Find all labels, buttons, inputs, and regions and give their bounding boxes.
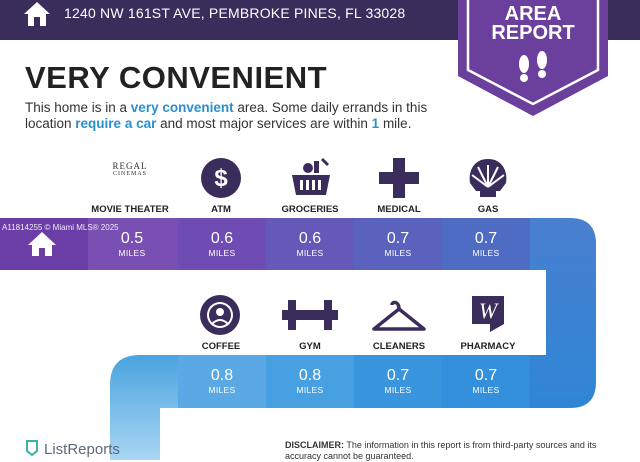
basket-icon	[292, 157, 330, 195]
walgreens-icon: W	[472, 296, 504, 332]
home-icon	[24, 2, 50, 26]
label-pharmacy: PHARMACY	[460, 341, 516, 352]
svg-text:$: $	[214, 165, 228, 192]
label-gas: GAS	[477, 204, 499, 215]
label-movie-theater: MOVIE THEATER	[91, 204, 169, 215]
regal-cinemas-logo: REGAL CINEMAS	[112, 161, 148, 178]
distance-pharmacy: 0.7 MILES	[472, 367, 500, 395]
distance-coffee: 0.8 MILES	[208, 367, 236, 395]
distance-movie-theater: 0.5 MILES	[118, 230, 146, 258]
label-medical: MEDICAL	[377, 204, 421, 215]
listreports-logo-icon	[26, 440, 38, 457]
band-home-icon	[28, 232, 56, 256]
label-cleaners: CLEANERS	[372, 341, 426, 352]
footprints-icon	[519, 51, 547, 82]
label-gym: GYM	[299, 341, 321, 352]
address-text: 1240 NW 161ST AVE, PEMBROKE PINES, FL 33…	[64, 5, 406, 21]
hanger-icon	[372, 300, 426, 331]
disclaimer-text: DISCLAIMER: The information in this repo…	[285, 440, 597, 461]
distance-cleaners: 0.7 MILES	[384, 367, 412, 395]
page-title: VERY CONVENIENT	[25, 60, 328, 95]
listreports-logo: ListReports	[24, 440, 120, 458]
mls-watermark: A11814255 © Miami MLS® 2025	[2, 223, 119, 232]
distance-atm: 0.6 MILES	[208, 230, 236, 258]
distance-medical: 0.7 MILES	[384, 230, 412, 258]
distance-gym: 0.8 MILES	[296, 367, 324, 395]
distance-gas: 0.7 MILES	[472, 230, 500, 258]
label-coffee: COFFEE	[201, 341, 241, 352]
label-groceries: GROCERIES	[281, 204, 339, 215]
description-text: This home is in a very convenient area. …	[25, 100, 428, 131]
svg-text:W: W	[479, 298, 499, 323]
badge-line2: REPORT	[491, 22, 575, 44]
shell-icon	[469, 159, 507, 197]
starbucks-icon	[200, 295, 240, 335]
label-atm: ATM	[211, 204, 231, 215]
dumbbell-icon	[282, 300, 338, 330]
distance-groceries: 0.6 MILES	[296, 230, 324, 258]
dollar-icon: $	[201, 158, 241, 198]
area-report-badge	[458, 0, 608, 116]
badge-line1: AREA	[504, 3, 562, 25]
medical-cross-icon	[379, 158, 419, 198]
